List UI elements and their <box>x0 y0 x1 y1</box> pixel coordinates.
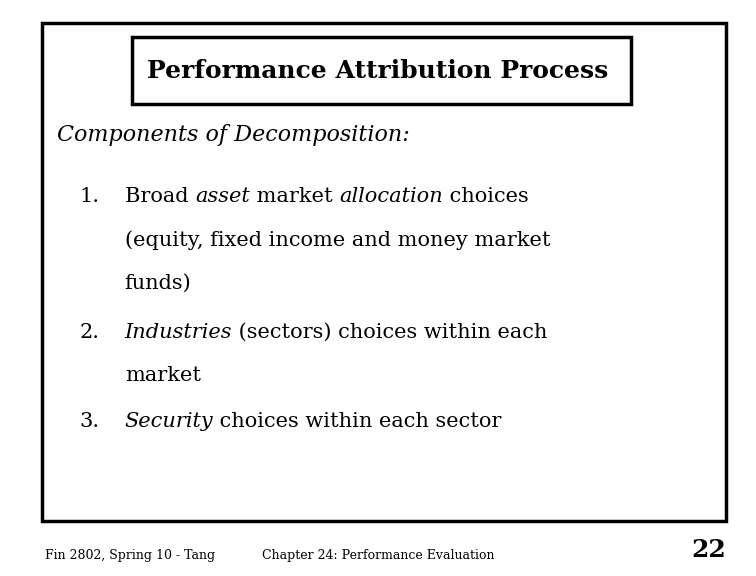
Text: Performance Attribution Process: Performance Attribution Process <box>147 59 609 83</box>
Bar <box>132 37 631 104</box>
Text: (sectors) choices within each: (sectors) choices within each <box>232 323 547 342</box>
Text: 1.: 1. <box>79 187 100 206</box>
Text: market: market <box>249 187 339 206</box>
Text: Fin 2802, Spring 10 - Tang: Fin 2802, Spring 10 - Tang <box>45 548 215 562</box>
Text: choices within each sector: choices within each sector <box>213 412 502 431</box>
Text: market: market <box>125 366 201 385</box>
Text: Components of Decomposition:: Components of Decomposition: <box>57 124 410 146</box>
Text: funds): funds) <box>125 274 191 293</box>
Text: (equity, fixed income and money market: (equity, fixed income and money market <box>125 230 550 250</box>
Text: allocation: allocation <box>339 187 442 206</box>
Text: Industries: Industries <box>125 323 232 342</box>
Text: asset: asset <box>195 187 249 206</box>
Text: 22: 22 <box>691 537 726 562</box>
Text: 2.: 2. <box>79 323 99 342</box>
Text: Security: Security <box>125 412 213 431</box>
Text: 3.: 3. <box>79 412 100 431</box>
Text: Broad: Broad <box>125 187 195 206</box>
Bar <box>42 23 726 521</box>
Text: choices: choices <box>442 187 528 206</box>
Text: Chapter 24: Performance Evaluation: Chapter 24: Performance Evaluation <box>262 548 494 562</box>
